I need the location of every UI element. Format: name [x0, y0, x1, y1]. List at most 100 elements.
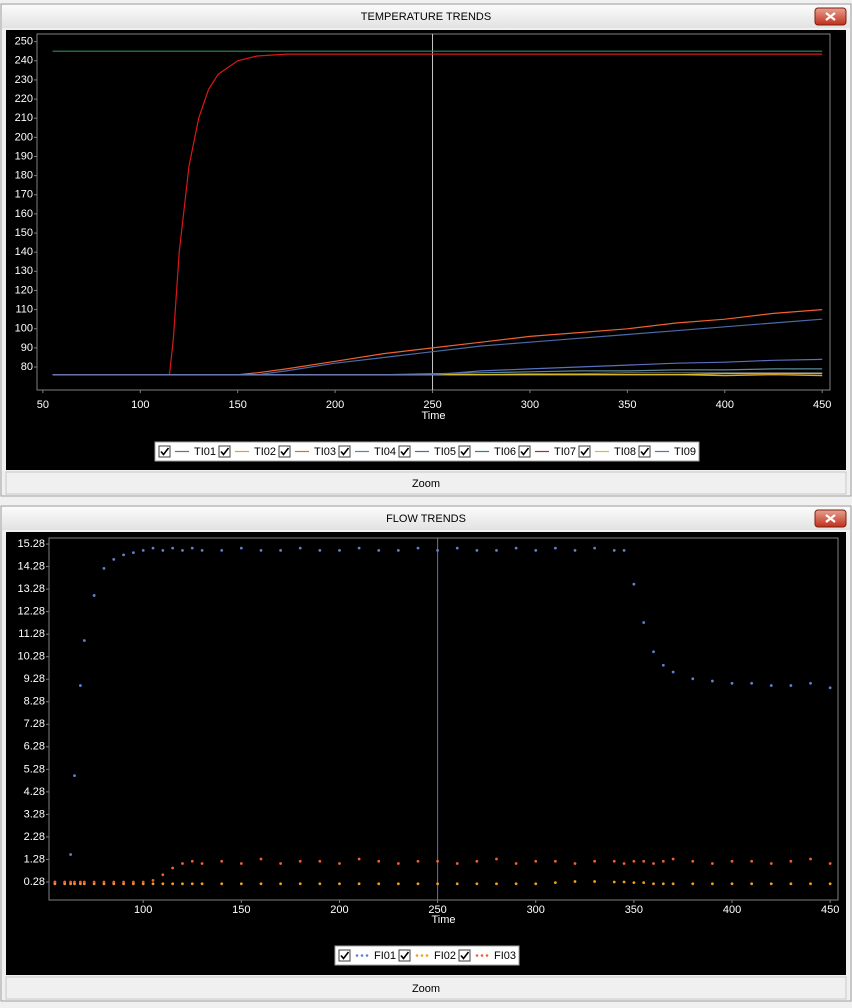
legend-checkbox[interactable]: [458, 445, 471, 458]
checkbox-check[interactable]: [280, 447, 290, 456]
chart-panel: [6, 532, 846, 975]
zoom-button[interactable]: [5, 976, 847, 1000]
checkbox-check[interactable]: [460, 447, 470, 456]
legend-checkbox[interactable]: [158, 445, 171, 458]
series-point: [691, 677, 695, 681]
y-tick-label: 130: [15, 265, 33, 277]
checkbox-box[interactable]: [638, 445, 651, 458]
series-point: [239, 862, 243, 865]
series-point: [809, 857, 812, 861]
series-point: [750, 859, 754, 863]
plot-frame: [48, 537, 839, 901]
series-point: [298, 859, 302, 863]
checkbox-check[interactable]: [640, 447, 650, 456]
legend-checkbox[interactable]: [578, 445, 591, 458]
y-tick-label: 190: [15, 150, 33, 162]
checkbox-check[interactable]: [400, 447, 410, 456]
series-point: [455, 546, 459, 550]
x-tick-label: 50: [37, 399, 49, 411]
checkbox-box[interactable]: [578, 445, 591, 458]
series-point: [769, 684, 773, 687]
legend-checkbox[interactable]: [278, 445, 291, 458]
series-point: [171, 882, 175, 886]
zoom-label[interactable]: Zoom: [412, 983, 440, 995]
legend-checkbox[interactable]: [398, 949, 411, 962]
legend-checkbox[interactable]: [338, 949, 351, 962]
series-point: [200, 862, 204, 865]
y-tick-label: 8.28: [24, 696, 45, 708]
series-point: [612, 880, 616, 884]
y-tick-label: 12.28: [17, 606, 45, 618]
checkbox-box[interactable]: [278, 445, 291, 458]
series-point: [495, 548, 498, 552]
series-point: [710, 882, 714, 886]
checkbox-check[interactable]: [340, 951, 350, 960]
zoom-label[interactable]: Zoom: [412, 478, 440, 490]
checkbox-check[interactable]: [460, 951, 470, 960]
checkbox-check[interactable]: [160, 447, 170, 456]
series-point: [220, 859, 224, 863]
series-point: [534, 548, 538, 552]
y-tick-label: 210: [15, 112, 33, 124]
series-point: [730, 859, 734, 863]
window: TEMPERATURE TRENDS Zoom 80 90 100 110 120 130 14…: [0, 3, 852, 497]
checkbox-check[interactable]: [520, 447, 530, 456]
checkbox-box[interactable]: [158, 445, 171, 458]
checkbox-check[interactable]: [400, 951, 410, 960]
legend-label: TI05: [434, 446, 456, 458]
series-point: [710, 862, 714, 865]
checkbox-box[interactable]: [458, 445, 471, 458]
series-point: [357, 882, 361, 886]
checkbox-check[interactable]: [340, 447, 350, 456]
checkbox-box[interactable]: [398, 949, 411, 962]
x-tick-label: 200: [330, 904, 348, 916]
legend-checkbox[interactable]: [398, 445, 411, 458]
series-point: [553, 546, 557, 550]
checkbox-check[interactable]: [580, 447, 590, 456]
series-line: [52, 358, 823, 376]
series-point: [750, 681, 754, 685]
legend-checkbox[interactable]: [218, 445, 231, 458]
series-point: [416, 859, 420, 863]
y-tick-label: 110: [15, 304, 33, 316]
legend-label: TI09: [674, 446, 696, 458]
y-tick-label: 90: [21, 342, 33, 354]
legend-swatch: [480, 954, 484, 957]
series-point: [730, 681, 734, 685]
series-point: [92, 594, 96, 597]
zoom-button[interactable]: [5, 471, 847, 495]
close-icon[interactable]: [825, 514, 836, 523]
checkbox-box[interactable]: [458, 949, 471, 962]
legend-checkbox[interactable]: [458, 949, 471, 962]
y-tick-label: 1.28: [24, 853, 45, 865]
y-tick-label: 80: [21, 361, 33, 373]
legend-swatch: [365, 954, 369, 957]
series-point: [593, 859, 597, 863]
checkbox-box[interactable]: [398, 445, 411, 458]
checkbox-box[interactable]: [338, 949, 351, 962]
series-point: [612, 859, 616, 863]
checkbox-box[interactable]: [518, 445, 531, 458]
checkbox-box[interactable]: [218, 445, 231, 458]
series-point: [181, 882, 184, 886]
series-point: [671, 882, 675, 886]
legend-checkbox[interactable]: [638, 445, 651, 458]
series-point: [338, 862, 341, 865]
series-line: [52, 53, 823, 376]
checkbox-check[interactable]: [220, 447, 230, 456]
close-icon[interactable]: [825, 12, 836, 21]
legend-checkbox[interactable]: [338, 445, 351, 458]
series-point: [239, 546, 243, 550]
series-point: [190, 546, 194, 550]
close-button[interactable]: [814, 509, 847, 528]
checkbox-box[interactable]: [338, 445, 351, 458]
y-tick-label: 2.28: [24, 831, 45, 843]
y-tick-label: 200: [15, 131, 33, 143]
y-tick-label: 100: [15, 323, 33, 335]
y-tick-label: 180: [15, 170, 33, 182]
close-button[interactable]: [814, 7, 847, 26]
series-point: [102, 880, 106, 884]
legend-checkbox[interactable]: [518, 445, 531, 458]
x-axis-label: Time: [431, 914, 455, 926]
